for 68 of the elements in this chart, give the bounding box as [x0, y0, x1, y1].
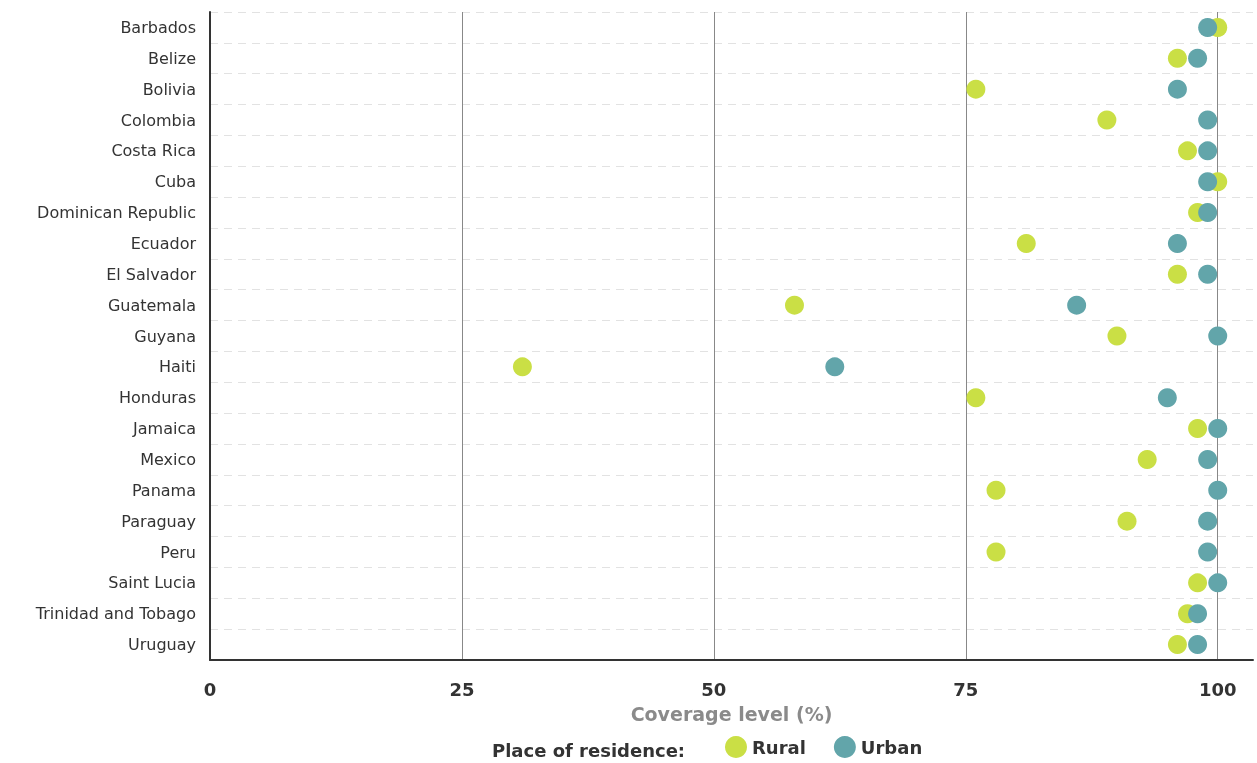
y-tick-label: Guyana	[134, 326, 196, 346]
y-tick-label: Paraguay	[121, 511, 196, 531]
x-tick-label: 50	[701, 678, 727, 700]
y-tick-label: Trinidad and Tobago	[34, 604, 196, 624]
point	[785, 295, 804, 315]
point	[986, 542, 1006, 562]
point	[512, 357, 532, 377]
point	[1208, 419, 1228, 439]
point	[1198, 449, 1218, 469]
x-tick-label: 75	[953, 678, 979, 700]
y-tick-label: Cuba	[154, 172, 196, 192]
point	[1167, 48, 1187, 68]
point	[1198, 203, 1218, 223]
point	[986, 480, 1006, 500]
y-tick-label: Bolivia	[142, 79, 196, 99]
y-tick-label: El Salvador	[106, 264, 197, 284]
point	[1208, 326, 1228, 346]
point	[1188, 573, 1208, 593]
point	[1167, 233, 1187, 253]
point	[1167, 635, 1187, 655]
point	[1198, 264, 1218, 284]
point	[1198, 110, 1218, 130]
legend-label: Urban	[860, 736, 923, 758]
point	[1188, 635, 1208, 655]
point	[1178, 141, 1197, 161]
x-axis-title: Coverage level (%)	[630, 702, 833, 725]
point	[1016, 233, 1036, 253]
y-tick-label: Barbados	[120, 17, 196, 37]
point	[1198, 542, 1218, 562]
legend-title: Place of residence:	[492, 739, 686, 761]
x-tick-label: 100	[1198, 678, 1237, 700]
y-tick-label: Costa Rica	[111, 141, 196, 161]
point	[1107, 326, 1127, 346]
point	[1198, 141, 1218, 161]
point	[1208, 573, 1228, 593]
point	[1167, 264, 1187, 284]
point	[1137, 449, 1157, 469]
point	[1198, 511, 1218, 531]
point	[966, 388, 986, 408]
x-tick-label: 25	[449, 678, 475, 700]
y-tick-label: Mexico	[140, 449, 196, 469]
y-tick-label: Haiti	[159, 357, 196, 377]
y-tick-label: Dominican Republic	[37, 203, 196, 223]
point	[1188, 48, 1208, 68]
y-tick-label: Saint Lucia	[108, 573, 196, 593]
y-tick-label: Ecuador	[130, 233, 197, 253]
point	[1097, 110, 1117, 130]
point	[1198, 172, 1218, 192]
y-tick-label: Belize	[148, 48, 196, 68]
point	[1208, 480, 1228, 500]
point	[1188, 604, 1208, 624]
point	[1198, 17, 1218, 37]
point	[1067, 295, 1087, 315]
point	[1117, 511, 1137, 531]
point	[1157, 388, 1177, 408]
y-tick-label: Panama	[131, 480, 196, 500]
y-tick-label: Jamaica	[132, 419, 196, 439]
y-tick-label: Colombia	[120, 110, 196, 130]
y-tick-label: Peru	[160, 542, 196, 562]
x-tick-label: 0	[203, 678, 217, 700]
point	[1188, 419, 1208, 439]
y-tick-label: Uruguay	[128, 635, 196, 655]
y-tick-label: Honduras	[119, 388, 196, 408]
point	[966, 79, 986, 99]
point	[825, 357, 845, 377]
y-tick-label: Guatemala	[107, 295, 196, 315]
point	[1167, 79, 1187, 99]
legend-label: Rural	[752, 736, 806, 758]
